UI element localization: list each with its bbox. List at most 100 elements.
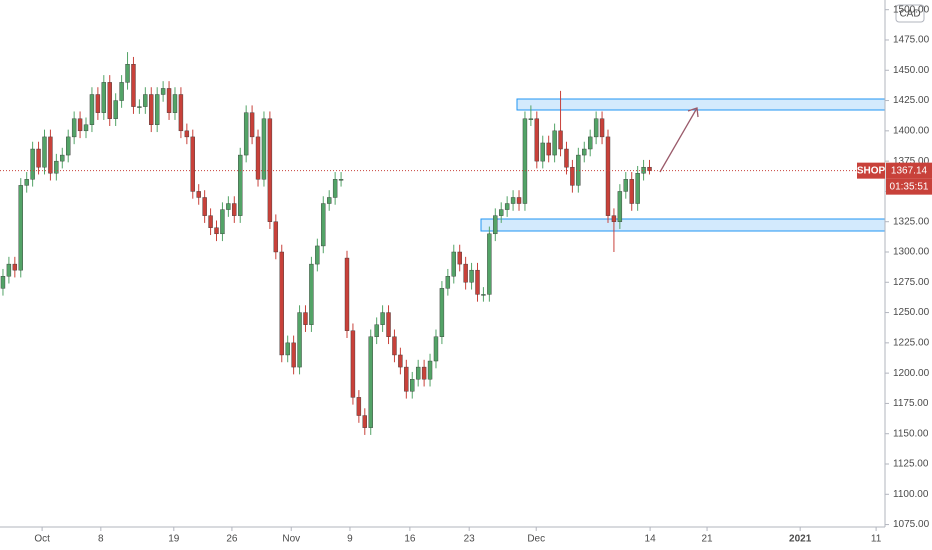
x-tick-label: 23	[464, 534, 476, 545]
candle-body	[332, 179, 338, 198]
candle-body	[143, 94, 148, 107]
x-tick-label: 21	[701, 534, 713, 545]
candle-body	[380, 312, 385, 325]
y-tick-label: 1200.00	[893, 368, 930, 379]
candle-body	[202, 197, 207, 216]
timer: 01:35:51	[890, 181, 929, 192]
y-tick-label: 1475.00	[893, 35, 930, 46]
candle-body	[475, 269, 480, 295]
candle-body	[617, 191, 623, 222]
candle-body	[95, 94, 101, 113]
y-tick-label: 1450.00	[893, 65, 930, 76]
candle-body	[629, 179, 634, 204]
y-tick-label: 1225.00	[893, 337, 930, 348]
candle-body	[149, 94, 154, 125]
x-tick-label: Nov	[282, 534, 300, 545]
x-tick-label: Oct	[34, 534, 50, 545]
candle-body	[273, 221, 279, 253]
candle-body	[66, 136, 71, 156]
candle-body	[451, 251, 456, 277]
candle-body	[208, 215, 213, 228]
currency-box[interactable]	[895, 4, 925, 23]
y-tick-label: 1400.00	[893, 125, 930, 136]
candle-body	[131, 64, 136, 107]
candle-body	[392, 336, 397, 356]
x-tick-label: 2021	[789, 534, 812, 545]
candle-body	[297, 312, 302, 368]
candle-body	[54, 160, 59, 174]
candle-body	[593, 118, 599, 138]
candle-body	[220, 209, 225, 235]
candle-body	[623, 179, 628, 192]
y-tick-label: 1175.00	[893, 398, 929, 409]
candle-body	[125, 64, 130, 83]
candle-body	[499, 209, 504, 216]
candle-body	[166, 88, 172, 113]
candle-body	[611, 215, 617, 222]
candle-body	[113, 100, 118, 119]
price-box	[886, 162, 932, 179]
candle-body	[540, 142, 545, 162]
candle-body	[48, 136, 53, 174]
candle-body	[291, 342, 296, 368]
candle-body	[404, 366, 409, 392]
candle-body	[172, 94, 178, 113]
candle-body	[362, 415, 367, 428]
x-tick-label: 11	[871, 534, 882, 545]
candle-body	[582, 148, 587, 156]
candle-body	[137, 106, 142, 108]
candle-body	[350, 330, 356, 398]
candle-body	[107, 82, 112, 119]
candle-body	[327, 197, 332, 204]
candle-body	[570, 166, 575, 186]
resistance-zone	[516, 98, 886, 111]
x-tick-label: 8	[98, 534, 104, 545]
y-tick-label: 1100.00	[893, 489, 929, 500]
candle-body	[160, 88, 166, 95]
candle-body	[421, 366, 427, 380]
candle-body	[552, 130, 557, 156]
candle-body	[0, 276, 6, 289]
x-tick-label: 19	[168, 534, 180, 545]
last-price: 1367.14	[891, 165, 928, 176]
candle-body	[457, 251, 462, 265]
candle-body	[481, 294, 486, 296]
x-tick-label: Dec	[527, 534, 545, 545]
candle-body	[510, 197, 516, 204]
y-tick-label: 1075.00	[893, 519, 930, 530]
candle-body	[415, 366, 421, 380]
candle-body	[119, 82, 124, 101]
candle-body	[504, 203, 510, 210]
candle-body	[83, 124, 89, 132]
candle-body	[309, 263, 314, 325]
candle-body	[12, 263, 18, 271]
candle-body	[427, 360, 433, 380]
candle-body	[599, 118, 605, 138]
symbol: SHOP	[857, 165, 886, 176]
candle-body	[226, 203, 231, 210]
timer-box	[886, 178, 932, 195]
candle-body	[24, 179, 29, 186]
candle-body	[522, 118, 528, 204]
candle-body	[42, 136, 47, 168]
candle-body	[398, 354, 403, 368]
y-tick-label: 1275.00	[893, 277, 930, 288]
candle-body	[647, 166, 652, 171]
candle-body	[190, 136, 195, 192]
candle-body	[439, 288, 445, 337]
candle-body	[344, 257, 350, 331]
candle-body	[232, 203, 237, 216]
symbol-box	[857, 162, 885, 179]
y-tick-label: 1250.00	[893, 307, 930, 318]
candle-body	[469, 269, 474, 283]
candle-body	[386, 312, 391, 337]
candle-body	[321, 203, 326, 247]
candle-body	[493, 215, 498, 235]
candle-body	[487, 233, 492, 295]
candle-body	[546, 142, 551, 156]
candle-body	[36, 148, 41, 168]
y-tick-label: 1125.00	[893, 459, 929, 470]
candle-body	[587, 136, 593, 150]
y-tick-label: 1150.00	[893, 428, 929, 439]
candle-body	[101, 82, 107, 113]
